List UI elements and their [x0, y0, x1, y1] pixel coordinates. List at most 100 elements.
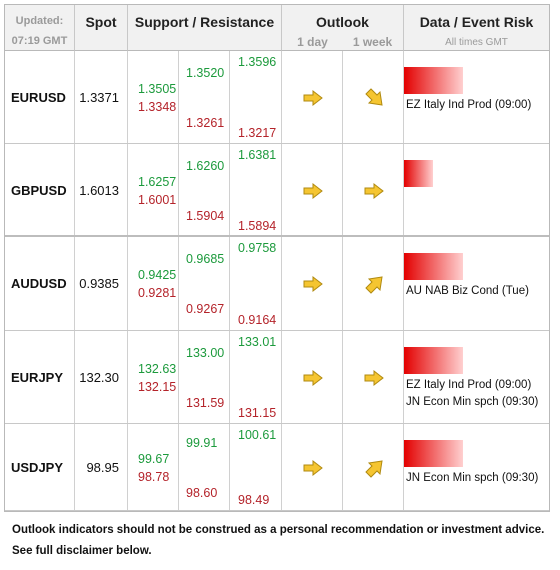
outlook-header: Outlook: [316, 14, 369, 30]
spot-cell: 0.9385: [75, 237, 128, 330]
arrow-right-icon: [302, 88, 324, 108]
resistance-3: 100.61: [238, 428, 277, 442]
support-2: 0.9267: [186, 302, 225, 316]
outlook-1week-header: 1 week: [352, 35, 393, 49]
support-2: 1.5904: [186, 209, 225, 223]
header-data-event-risk: Data / Event Risk All times GMT: [404, 5, 549, 51]
risk-bar: [404, 67, 463, 94]
spot-value: 0.9385: [79, 276, 119, 291]
support-3: 98.49: [238, 493, 270, 507]
pair-cell: AUDUSD: [5, 237, 75, 330]
pair-cell: GBPUSD: [5, 144, 75, 235]
resistance-2: 1.3520: [186, 66, 225, 80]
data-event-risk-header: Data / Event Risk: [419, 14, 534, 30]
sr-level-1: 99.67 98.78: [128, 424, 179, 510]
table-row: EURJPY 132.30 132.63 132.15 133.00 131.59 133.…: [5, 331, 549, 424]
arrow-right-icon: [302, 458, 324, 478]
arrow-right-icon: [302, 181, 324, 201]
outlook-1week-cell: [343, 424, 404, 510]
support-3: 1.5894: [238, 219, 277, 233]
updated-label: Updated:: [15, 15, 64, 27]
resistance-2: 1.6260: [186, 159, 225, 173]
support-2: 131.59: [186, 396, 225, 410]
sr-level-3: 100.61 98.49: [230, 424, 282, 510]
resistance-3: 133.01: [238, 335, 277, 349]
sr-level-3: 133.01 131.15: [230, 331, 282, 423]
table-row: AUDUSD 0.9385 0.9425 0.9281 0.9685 0.9267 0.97…: [5, 237, 549, 331]
resistance-1: 132.63: [138, 362, 177, 376]
risk-bar: [404, 253, 463, 280]
event-risk-cell: EZ Italy Ind Prod (09:00): [404, 51, 549, 143]
spot-value: 1.6013: [79, 183, 119, 198]
sr-level-2: 1.3520 1.3261: [179, 51, 230, 143]
sr-level-2: 0.9685 0.9267: [179, 237, 230, 330]
event-risk-cell: AU NAB Biz Cond (Tue): [404, 237, 549, 330]
resistance-1: 1.6257: [138, 175, 177, 189]
resistance-3: 1.6381: [238, 148, 277, 162]
event-risk-cell: [404, 144, 549, 235]
outlook-1day-cell: [282, 144, 343, 235]
resistance-2: 0.9685: [186, 252, 225, 266]
spot-cell: 98.95: [75, 424, 128, 510]
arrow-right-icon: [363, 181, 385, 201]
support-2: 1.3261: [186, 116, 225, 130]
outlook-1day-cell: [282, 424, 343, 510]
pair-label: USDJPY: [11, 460, 64, 475]
spot-header: Spot: [85, 14, 117, 30]
sr-level-2: 99.91 98.60: [179, 424, 230, 510]
sr-level-1: 0.9425 0.9281: [128, 237, 179, 330]
event-item: EZ Italy Ind Prod (09:00): [406, 379, 532, 391]
support-3: 131.15: [238, 406, 277, 420]
spot-cell: 132.30: [75, 331, 128, 423]
risk-bar: [404, 347, 463, 374]
disclaimer-line-1: Outlook indicators should not be constru…: [12, 524, 545, 536]
pair-cell: USDJPY: [5, 424, 75, 510]
resistance-3: 0.9758: [238, 241, 277, 255]
outlook-1week-cell: [343, 144, 404, 235]
pair-label: GBPUSD: [11, 183, 67, 198]
sr-level-1: 132.63 132.15: [128, 331, 179, 423]
event-item: JN Econ Min spch (09:30): [406, 472, 539, 484]
outlook-1week-cell: [343, 237, 404, 330]
arrow-right-icon: [302, 274, 324, 294]
event-item: JN Econ Min spch (09:30): [406, 396, 539, 408]
sr-level-3: 1.3596 1.3217: [230, 51, 282, 143]
risk-bar: [404, 160, 433, 187]
support-2: 98.60: [186, 486, 218, 500]
support-1: 0.9281: [138, 286, 177, 300]
event-item: EZ Italy Ind Prod (09:00): [406, 99, 532, 111]
table-row: GBPUSD 1.6013 1.6257 1.6001 1.6260 1.5904 1.63…: [5, 144, 549, 237]
arrow-up-right-icon: [363, 458, 385, 478]
table-row: USDJPY 98.95 99.67 98.78 99.91 98.60 100.61 98.…: [5, 424, 549, 511]
spot-value: 132.30: [79, 370, 119, 385]
header-spot: Spot: [75, 5, 128, 51]
sr-level-2: 133.00 131.59: [179, 331, 230, 423]
pair-label: EURUSD: [11, 90, 66, 105]
pair-label: AUDUSD: [11, 276, 67, 291]
outlook-1day-cell: [282, 331, 343, 423]
event-risk-cell: JN Econ Min spch (09:30): [404, 424, 549, 510]
sr-level-1: 1.3505 1.3348: [128, 51, 179, 143]
sr-level-3: 0.9758 0.9164: [230, 237, 282, 330]
disclaimer-line-2: See full disclaimer below.: [12, 545, 152, 557]
support-3: 0.9164: [238, 313, 277, 327]
header-outlook: Outlook 1 day 1 week: [282, 5, 404, 51]
spot-value: 1.3371: [79, 90, 119, 105]
spot-cell: 1.6013: [75, 144, 128, 235]
forex-outlook-table: Updated: 07:19 GMT Spot Support / Resist…: [4, 4, 550, 512]
resistance-1: 0.9425: [138, 268, 177, 282]
pair-label: EURJPY: [11, 370, 64, 385]
event-item: AU NAB Biz Cond (Tue): [406, 285, 529, 297]
resistance-2: 133.00: [186, 346, 225, 360]
pair-cell: EURJPY: [5, 331, 75, 423]
header-support-resistance: Support / Resistance: [128, 5, 282, 51]
support-1: 1.3348: [138, 100, 177, 114]
arrow-up-right-icon: [363, 274, 385, 294]
support-1: 98.78: [138, 470, 170, 484]
support-resistance-header: Support / Resistance: [134, 14, 275, 30]
outlook-1week-cell: [343, 331, 404, 423]
resistance-1: 1.3505: [138, 82, 177, 96]
updated-time: 07:19 GMT: [11, 35, 68, 47]
support-1: 1.6001: [138, 193, 177, 207]
support-3: 1.3217: [238, 126, 277, 140]
